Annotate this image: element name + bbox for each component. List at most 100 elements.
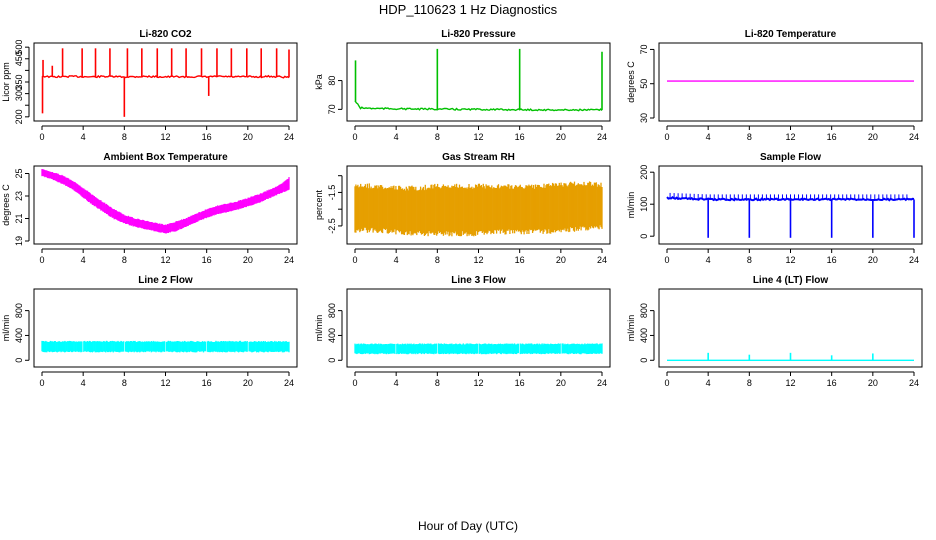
y-tick-label: 800 bbox=[639, 303, 649, 318]
y-tick-label: 400 bbox=[639, 328, 649, 343]
x-tick-label: 12 bbox=[785, 132, 795, 142]
panel-title: Li-820 CO2 bbox=[139, 29, 192, 40]
y-tick-label: 23 bbox=[14, 191, 24, 201]
y-tick-label: 21 bbox=[14, 213, 24, 223]
panel-frame bbox=[658, 42, 923, 122]
y-tick-label: 500 bbox=[14, 40, 24, 55]
x-tick-label: 24 bbox=[909, 255, 919, 265]
x-tick-label: 4 bbox=[706, 378, 711, 388]
x-tick-label: 8 bbox=[747, 255, 752, 265]
y-tick-label: 0 bbox=[327, 358, 337, 363]
y-tick-label: 0 bbox=[14, 358, 24, 363]
x-tick-label: 20 bbox=[868, 255, 878, 265]
y-axis-label: ml/min bbox=[314, 315, 324, 342]
x-tick-label: 12 bbox=[473, 132, 483, 142]
y-tick-label: 200 bbox=[639, 165, 649, 180]
panel-frame bbox=[346, 165, 611, 245]
y-tick-label: 800 bbox=[327, 303, 337, 318]
x-tick-label: 8 bbox=[747, 132, 752, 142]
y-tick-label: 350 bbox=[14, 74, 24, 89]
x-tick-label: 4 bbox=[394, 378, 399, 388]
x-tick-label: 16 bbox=[202, 132, 212, 142]
y-tick-label: 200 bbox=[14, 109, 24, 124]
figure-title: HDP_110623 1 Hz Diagnostics bbox=[379, 2, 558, 17]
x-tick-label: 24 bbox=[597, 132, 607, 142]
y-tick-label: 0 bbox=[639, 234, 649, 239]
x-tick-label: 4 bbox=[394, 132, 399, 142]
y-tick-label: 800 bbox=[14, 303, 24, 318]
x-tick-label: 8 bbox=[435, 378, 440, 388]
y-tick-label: 25 bbox=[14, 168, 24, 178]
x-tick-label: 0 bbox=[39, 255, 44, 265]
y-tick-label: 300 bbox=[14, 86, 24, 101]
x-tick-label: 16 bbox=[827, 132, 837, 142]
panel-frame bbox=[658, 165, 923, 245]
x-tick-label: 8 bbox=[122, 378, 127, 388]
panel-frame bbox=[33, 42, 298, 122]
x-tick-label: 4 bbox=[81, 132, 86, 142]
y-tick-label: 100 bbox=[639, 197, 649, 212]
x-tick-label: 8 bbox=[435, 255, 440, 265]
x-tick-label: 12 bbox=[785, 378, 795, 388]
x-tick-label: 20 bbox=[243, 255, 253, 265]
x-tick-label: 0 bbox=[664, 378, 669, 388]
x-tick-label: 8 bbox=[747, 378, 752, 388]
y-tick-label: 19 bbox=[14, 236, 24, 246]
x-tick-label: 16 bbox=[827, 378, 837, 388]
x-tick-label: 24 bbox=[909, 378, 919, 388]
y-tick-label: -1.5 bbox=[327, 185, 337, 201]
y-tick-label: 400 bbox=[327, 328, 337, 343]
chart-panel-6: Sample Flow 0 4 8 12 16 20 24 0 100 200 ml/min bbox=[626, 152, 923, 265]
x-tick-label: 24 bbox=[284, 132, 294, 142]
x-tick-label: 12 bbox=[473, 255, 483, 265]
x-tick-label: 0 bbox=[39, 378, 44, 388]
x-tick-label: 0 bbox=[664, 132, 669, 142]
x-tick-label: 0 bbox=[352, 132, 357, 142]
x-tick-label: 4 bbox=[706, 132, 711, 142]
y-axis-label: ml/min bbox=[626, 315, 636, 342]
panel-frame bbox=[33, 165, 298, 245]
x-tick-label: 12 bbox=[160, 255, 170, 265]
x-tick-label: 24 bbox=[284, 255, 294, 265]
x-tick-label: 8 bbox=[122, 132, 127, 142]
y-tick-label: 400 bbox=[14, 328, 24, 343]
x-tick-label: 16 bbox=[202, 378, 212, 388]
x-tick-label: 0 bbox=[664, 255, 669, 265]
x-tick-label: 8 bbox=[435, 132, 440, 142]
x-tick-label: 24 bbox=[284, 378, 294, 388]
panel-title: Line 2 Flow bbox=[138, 275, 193, 286]
panel-title: Line 3 Flow bbox=[451, 275, 506, 286]
y-tick-label: 50 bbox=[639, 79, 649, 89]
y-tick-label: 450 bbox=[14, 51, 24, 66]
y-tick-label: 80 bbox=[327, 76, 337, 86]
y-tick-label: -2.5 bbox=[327, 218, 337, 234]
x-tick-label: 8 bbox=[122, 255, 127, 265]
panel-frame bbox=[346, 42, 611, 122]
x-tick-label: 16 bbox=[515, 378, 525, 388]
chart-panel-4: Ambient Box Temperature 0 4 8 12 16 20 24 19 21 23… bbox=[1, 152, 298, 265]
y-tick-label: 30 bbox=[639, 113, 649, 123]
x-tick-label: 4 bbox=[706, 255, 711, 265]
x-tick-label: 12 bbox=[160, 378, 170, 388]
x-tick-label: 24 bbox=[909, 132, 919, 142]
series-line bbox=[354, 100, 603, 112]
panel-title: Sample Flow bbox=[760, 152, 821, 163]
series-line bbox=[41, 74, 290, 79]
chart-panel-3: Li-820 Temperature 0 4 8 12 16 20 24 30 50 70degre… bbox=[626, 29, 923, 142]
panel-title: Li-820 Pressure bbox=[441, 29, 516, 40]
y-axis-label: degrees C bbox=[626, 61, 636, 103]
x-tick-label: 20 bbox=[556, 132, 566, 142]
panel-frame bbox=[33, 288, 298, 368]
panel-title: Gas Stream RH bbox=[442, 152, 515, 163]
x-tick-label: 0 bbox=[352, 255, 357, 265]
x-tick-label: 4 bbox=[81, 255, 86, 265]
x-tick-label: 24 bbox=[597, 378, 607, 388]
y-axis-label: degrees C bbox=[1, 184, 11, 226]
panel-frame bbox=[346, 288, 611, 368]
x-tick-label: 0 bbox=[39, 132, 44, 142]
